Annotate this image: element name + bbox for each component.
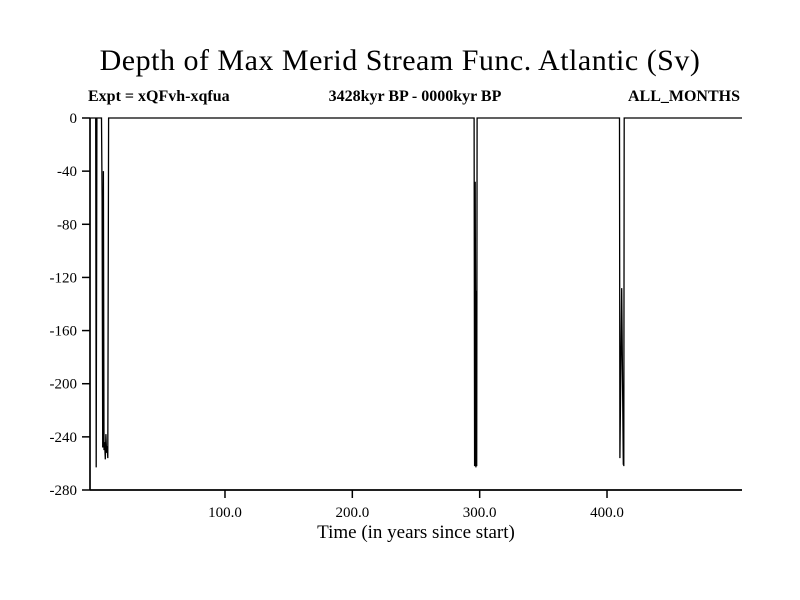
x-tick-label: 300.0 — [463, 505, 497, 521]
x-tick-label: 100.0 — [208, 505, 242, 521]
x-tick-label: 400.0 — [590, 505, 624, 521]
y-tick-label: -280 — [50, 483, 78, 499]
x-tick-label: 200.0 — [335, 505, 369, 521]
subtitle-experiment: Expt = xQFvh-xqfua — [88, 88, 230, 105]
y-tick-label: -80 — [57, 217, 77, 233]
y-tick-label: -240 — [50, 430, 78, 446]
x-axis-label: Time (in years since start) — [317, 522, 515, 543]
subtitle-time-range: 3428kyr BP - 0000kyr BP — [328, 88, 502, 105]
chart-title: Depth of Max Merid Stream Func. Atlantic… — [99, 44, 701, 77]
subtitle-months: ALL_MONTHS — [627, 88, 740, 105]
y-tick-label: -160 — [50, 324, 78, 340]
subtitle-row: Expt = xQFvh-xqfua 3428kyr BP - 0000kyr … — [0, 88, 800, 110]
y-tick-label: 0 — [70, 111, 78, 127]
y-tick-label: -40 — [57, 164, 77, 180]
y-tick-label: -200 — [50, 377, 78, 393]
data-line — [90, 117, 742, 468]
y-tick-label: -120 — [50, 270, 78, 286]
